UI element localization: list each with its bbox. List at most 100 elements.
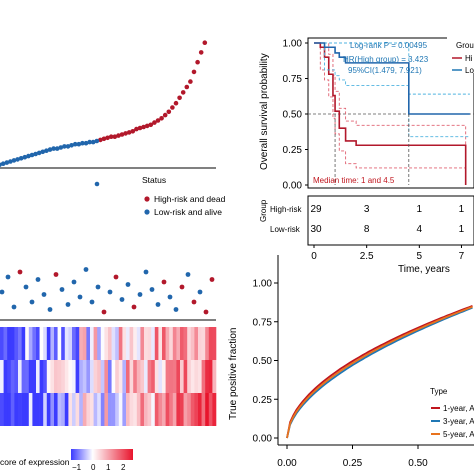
- heatmap-cell: [50, 393, 55, 426]
- heatmap-cell: [82, 393, 87, 426]
- heatmap-cell: [144, 327, 148, 360]
- colorbar-tick: 2: [121, 463, 126, 472]
- heatmap-cell: [140, 327, 145, 360]
- heatmap-cell: [169, 327, 174, 360]
- status-point: [203, 309, 209, 315]
- heatmap-cell: [169, 360, 174, 393]
- heatmap-cell: [187, 393, 192, 426]
- status-legend-dead-label: High-risk and dead: [154, 194, 226, 204]
- roc-legend-5yr-label: 5-year, A: [443, 430, 474, 439]
- heatmap-cell: [165, 360, 170, 393]
- status-legend-title: Status: [142, 175, 166, 185]
- status-point: [179, 284, 185, 290]
- risk-point-high: [148, 122, 154, 128]
- heatmap-cell: [72, 327, 76, 360]
- heatmap-cell: [205, 327, 210, 360]
- heatmap-cell: [3, 327, 8, 360]
- heatmap-cell: [72, 360, 76, 393]
- heatmap-cell: [10, 327, 15, 360]
- risk-point-high: [191, 69, 197, 75]
- roc-y-ticks: 0.00 0.25 0.50 0.75 1.00: [253, 279, 278, 445]
- heatmap-cell: [25, 360, 30, 393]
- heatmap-cell: [0, 360, 4, 393]
- km-risk-row-label: Low-risk: [270, 225, 301, 234]
- heatmap-cell: [75, 393, 80, 426]
- heatmap-cell: [111, 327, 116, 360]
- heatmap-cell: [108, 393, 112, 426]
- heatmap-cell: [122, 393, 127, 426]
- km-y-axis-label: Overall survival probability: [259, 53, 270, 170]
- heatmap-cell: [205, 360, 210, 393]
- heatmap-cell: [43, 393, 48, 426]
- km-high-ci-lower: [314, 42, 467, 185]
- heatmap-cell: [64, 327, 69, 360]
- heatmap-cell: [54, 393, 58, 426]
- heatmap-cell: [108, 327, 112, 360]
- risk-point-low: [40, 149, 46, 155]
- status-point: [53, 272, 59, 277]
- status-point: [149, 287, 155, 292]
- heatmap-cell: [28, 360, 33, 393]
- heatmap-cell: [18, 393, 22, 426]
- status-point: [5, 274, 11, 280]
- risk-point-low: [83, 140, 89, 146]
- risk-point-low: [0, 161, 6, 166]
- heatmap-cell: [39, 327, 44, 360]
- heatmap-cell: [183, 327, 188, 360]
- km-risk-count: 1: [417, 204, 423, 215]
- heatmap-cell: [147, 393, 152, 426]
- km-risk-table-y-label: Group: [259, 199, 268, 222]
- km-x-axis-label: Time, years: [398, 264, 450, 275]
- km-risk-count: 30: [310, 224, 322, 235]
- km-x-tick-label: 5: [417, 251, 423, 262]
- roc-curve-5-year: [286, 305, 473, 439]
- risk-point-low: [4, 160, 10, 165]
- heatmap-cell: [36, 393, 40, 426]
- heatmap-cell: [205, 393, 210, 426]
- status-point: [107, 289, 113, 295]
- status-point: [185, 272, 191, 277]
- heatmap-cell: [61, 360, 66, 393]
- status-point: [137, 292, 143, 297]
- status-point: [65, 302, 71, 307]
- risk-point-low: [72, 141, 78, 147]
- risk-score-points: [0, 40, 208, 168]
- heatmap-cell: [169, 393, 174, 426]
- risk-point-low: [26, 153, 31, 159]
- risk-point-low: [65, 144, 71, 149]
- heatmap-cell: [165, 393, 170, 426]
- km-legend-title: Grou: [456, 41, 474, 50]
- heatmap-cell: [151, 393, 156, 426]
- status-point: [47, 307, 53, 312]
- heatmap-cell: [64, 393, 69, 426]
- heatmap-cell: [0, 327, 4, 360]
- heatmap-cell: [14, 327, 19, 360]
- roc-y-tick-label: 0.50: [253, 356, 273, 367]
- heatmap-cell: [50, 327, 55, 360]
- heatmap-cell: [39, 360, 44, 393]
- heatmap-cell: [187, 360, 192, 393]
- risk-point-low: [47, 147, 53, 152]
- heatmap-cell: [7, 327, 12, 360]
- heatmap-cell: [36, 360, 40, 393]
- heatmap-cell: [172, 393, 177, 426]
- km-x-ticks: 0 2.5 5 7: [311, 245, 465, 262]
- heatmap-cell: [100, 360, 105, 393]
- risk-point-high: [112, 134, 118, 139]
- heatmap-cell: [140, 360, 145, 393]
- status-point: [113, 274, 119, 280]
- heatmap-cell: [194, 393, 199, 426]
- heatmap-cell: [172, 360, 177, 393]
- heatmap-cell: [61, 327, 66, 360]
- status-point: [131, 304, 137, 310]
- risk-point-high: [173, 100, 179, 106]
- heatmap-cell: [25, 393, 30, 426]
- km-hr-annotation: HR(High group) = 3.423: [343, 55, 429, 64]
- heatmap-cell: [97, 327, 102, 360]
- risk-point-high: [180, 90, 186, 95]
- heatmap-cell: [25, 327, 30, 360]
- heatmap-cell: [86, 360, 91, 393]
- roc-legend-1yr-label: 1-year, A: [443, 404, 474, 413]
- risk-point-high: [144, 123, 150, 129]
